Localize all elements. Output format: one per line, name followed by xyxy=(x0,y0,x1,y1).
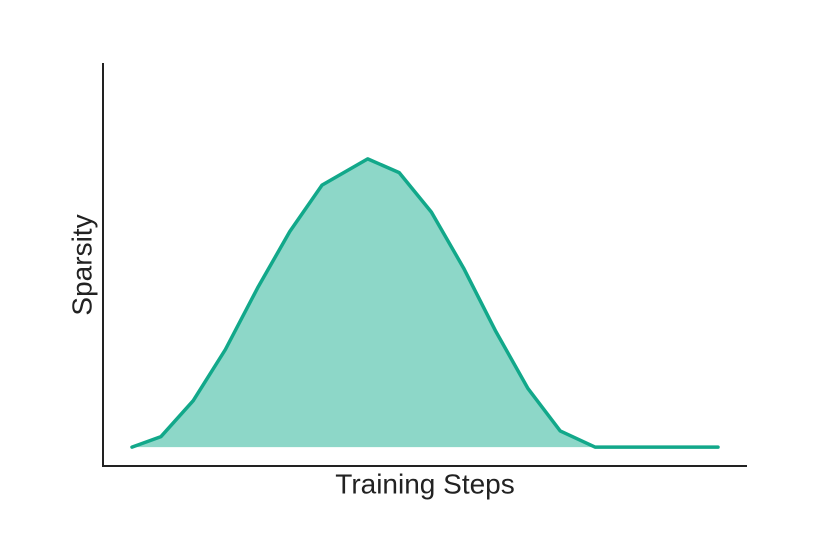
area-fill xyxy=(132,158,718,448)
line xyxy=(130,157,720,449)
y-axis-label: Sparsity xyxy=(66,214,97,315)
x-axis-label: Training Steps xyxy=(335,468,515,499)
